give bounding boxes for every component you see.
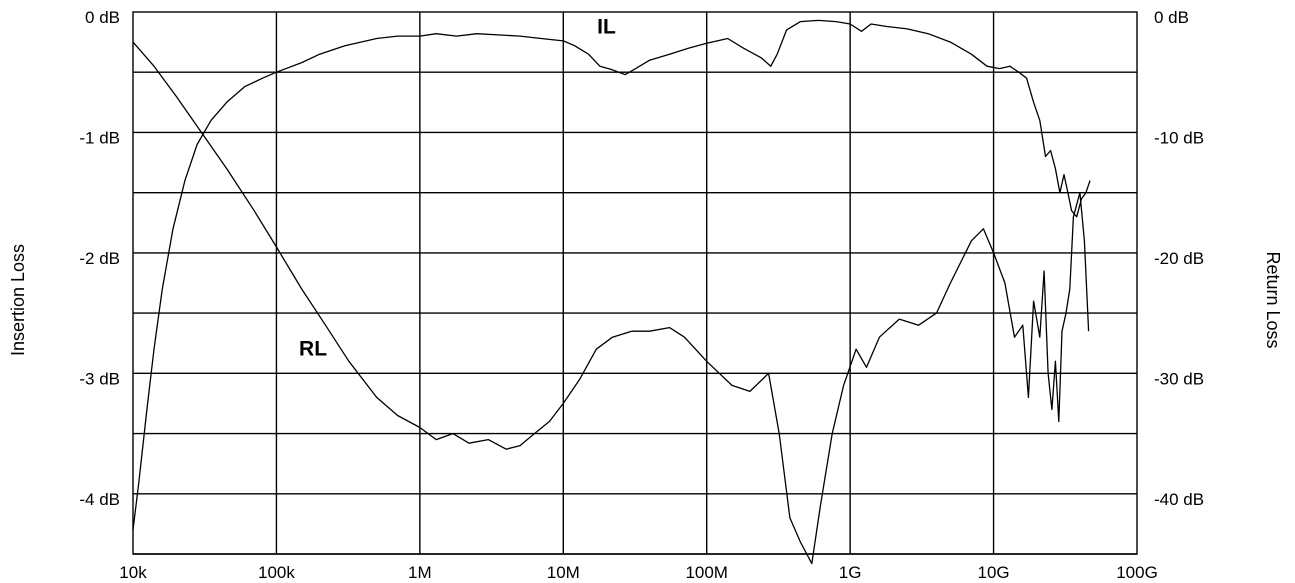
plot-frame [132, 11, 1138, 555]
right-y-tick-label: -40 dB [1154, 490, 1204, 509]
right-y-tick-label: -30 dB [1154, 369, 1204, 388]
left-y-tick-label: -2 dB [79, 249, 120, 268]
x-tick-label: 10G [978, 563, 1010, 582]
grid [133, 12, 1137, 555]
series-line-rl [132, 41, 1090, 565]
right-axis-title: Return Loss [1263, 251, 1283, 348]
x-tick-label: 10M [547, 563, 580, 582]
series-label-il: IL [597, 16, 616, 39]
labels: 10k 100k 1M 10M 100M 1G 10G 100G 0 dB -1 dB -2 dB -… [8, 8, 1283, 582]
right-y-tick-label: -20 dB [1154, 249, 1204, 268]
left-axis-title: Insertion Loss [8, 244, 28, 356]
x-tick-label: 1M [408, 563, 432, 582]
x-tick-label: 100M [685, 563, 728, 582]
left-y-tick-label: -3 dB [79, 369, 120, 388]
x-tick-label: 100G [1116, 563, 1158, 582]
right-y-tick-label: -10 dB [1154, 128, 1204, 147]
series-line-il [132, 19, 1091, 530]
traces [132, 19, 1091, 565]
left-y-tick-label: -4 dB [79, 490, 120, 509]
left-y-tick-label: 0 dB [85, 8, 120, 27]
left-y-tick-label: -1 dB [79, 128, 120, 147]
x-tick-label: 100k [258, 563, 295, 582]
x-tick-label: 1G [839, 563, 862, 582]
right-y-tick-label: 0 dB [1154, 8, 1189, 27]
x-tick-label: 10k [119, 563, 147, 582]
series-label-rl: RL [299, 337, 327, 360]
